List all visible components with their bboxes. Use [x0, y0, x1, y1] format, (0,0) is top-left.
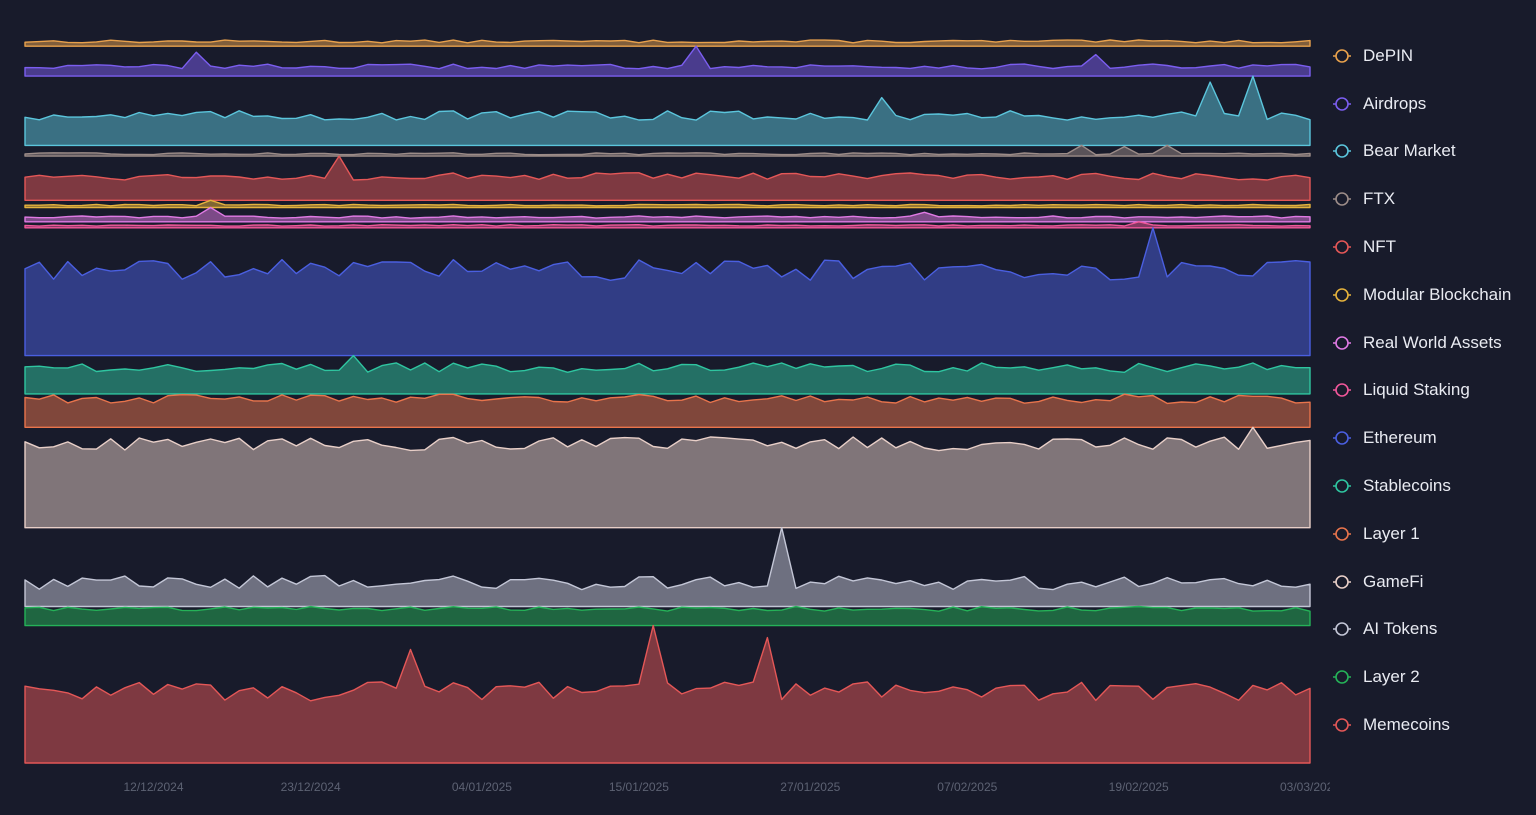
series-area-gamefi[interactable]: [24, 426, 1311, 529]
legend-label: Layer 2: [1363, 667, 1420, 687]
legend-marker-icon: [1333, 190, 1351, 208]
legend-item-bear-market[interactable]: Bear Market: [1333, 128, 1533, 176]
legend-label: Liquid Staking: [1363, 380, 1470, 400]
legend-marker-icon: [1333, 286, 1351, 304]
series-area-memecoins[interactable]: [24, 624, 1311, 764]
series-area-layer-1[interactable]: [24, 393, 1311, 428]
legend: DePIN Airdrops Bear Market FTX NFT Modular Bl…: [1333, 32, 1533, 749]
series-area-airdrops[interactable]: [24, 45, 1311, 77]
legend-label: Bear Market: [1363, 141, 1456, 161]
legend-item-nft[interactable]: NFT: [1333, 223, 1533, 271]
legend-item-layer-1[interactable]: Layer 1: [1333, 510, 1533, 558]
legend-marker-icon: [1333, 238, 1351, 256]
legend-label: Memecoins: [1363, 715, 1450, 735]
series-area-bear-market[interactable]: [24, 75, 1311, 147]
x-tick-label: 07/02/2025: [937, 780, 997, 794]
legend-item-depin[interactable]: DePIN: [1333, 32, 1533, 80]
x-tick-label: 12/12/2024: [123, 780, 183, 794]
legend-label: Real World Assets: [1363, 332, 1502, 352]
x-tick-label: 03/03/2025: [1280, 780, 1330, 794]
legend-marker-icon: [1333, 47, 1351, 65]
series-area-layer-2[interactable]: [24, 605, 1311, 627]
legend-marker-icon: [1333, 334, 1351, 352]
x-axis-ticks: 12/12/2024 23/12/2024 04/01/2025 15/01/2025…: [123, 780, 1330, 794]
series-area-nft[interactable]: [24, 155, 1311, 201]
legend-item-ftx[interactable]: FTX: [1333, 175, 1533, 223]
series-area-depin[interactable]: [24, 39, 1311, 47]
legend-label: DePIN: [1363, 45, 1414, 65]
legend-item-layer-2[interactable]: Layer 2: [1333, 653, 1533, 701]
legend-item-real-world-assets[interactable]: Real World Assets: [1333, 319, 1533, 367]
series-area-ftx[interactable]: [24, 144, 1311, 157]
legend-item-liquid-staking[interactable]: Liquid Staking: [1333, 367, 1533, 415]
series-area-liquid-staking[interactable]: [24, 221, 1311, 229]
series-area-real-world-assets[interactable]: [24, 206, 1311, 223]
legend-label: GameFi: [1363, 571, 1424, 591]
stacked-area-chart: 12/12/2024 23/12/2024 04/01/2025 15/01/2025…: [24, 39, 1330, 794]
legend-label: Layer 1: [1363, 523, 1420, 543]
legend-marker-icon: [1333, 429, 1351, 447]
legend-item-memecoins[interactable]: Memecoins: [1333, 701, 1533, 749]
legend-marker-icon: [1333, 95, 1351, 113]
chart-canvas: 12/12/2024 23/12/2024 04/01/2025 15/01/2025…: [24, 39, 1330, 794]
series-areas: [24, 39, 1311, 764]
series-area-modular-blockchain[interactable]: [24, 199, 1311, 209]
legend-marker-icon: [1333, 573, 1351, 591]
legend-marker-icon: [1333, 525, 1351, 543]
legend-marker-icon: [1333, 716, 1351, 734]
legend-item-modular-blockchain[interactable]: Modular Blockchain: [1333, 271, 1533, 319]
legend-label: Airdrops: [1363, 93, 1427, 113]
x-tick-label: 15/01/2025: [609, 780, 669, 794]
x-tick-label: 19/02/2025: [1109, 780, 1169, 794]
legend-item-airdrops[interactable]: Airdrops: [1333, 80, 1533, 128]
legend-marker-icon: [1333, 381, 1351, 399]
legend-label: AI Tokens: [1363, 619, 1438, 639]
legend-label: Ethereum: [1363, 428, 1437, 448]
x-tick-label: 04/01/2025: [452, 780, 512, 794]
x-tick-label: 23/12/2024: [281, 780, 341, 794]
x-tick-label: 27/01/2025: [780, 780, 840, 794]
series-area-stablecoins[interactable]: [24, 354, 1311, 395]
legend-label: Modular Blockchain: [1363, 284, 1512, 304]
legend-marker-icon: [1333, 142, 1351, 160]
legend-label: Stablecoins: [1363, 476, 1451, 496]
legend-item-ethereum[interactable]: Ethereum: [1333, 414, 1533, 462]
series-area-ethereum[interactable]: [24, 227, 1311, 357]
legend-item-gamefi[interactable]: GameFi: [1333, 558, 1533, 606]
legend-label: FTX: [1363, 189, 1396, 209]
legend-item-ai-tokens[interactable]: AI Tokens: [1333, 606, 1533, 654]
legend-item-stablecoins[interactable]: Stablecoins: [1333, 462, 1533, 510]
series-area-ai-tokens[interactable]: [24, 527, 1311, 608]
legend-marker-icon: [1333, 620, 1351, 638]
legend-marker-icon: [1333, 668, 1351, 686]
legend-label: NFT: [1363, 237, 1397, 257]
legend-marker-icon: [1333, 477, 1351, 495]
